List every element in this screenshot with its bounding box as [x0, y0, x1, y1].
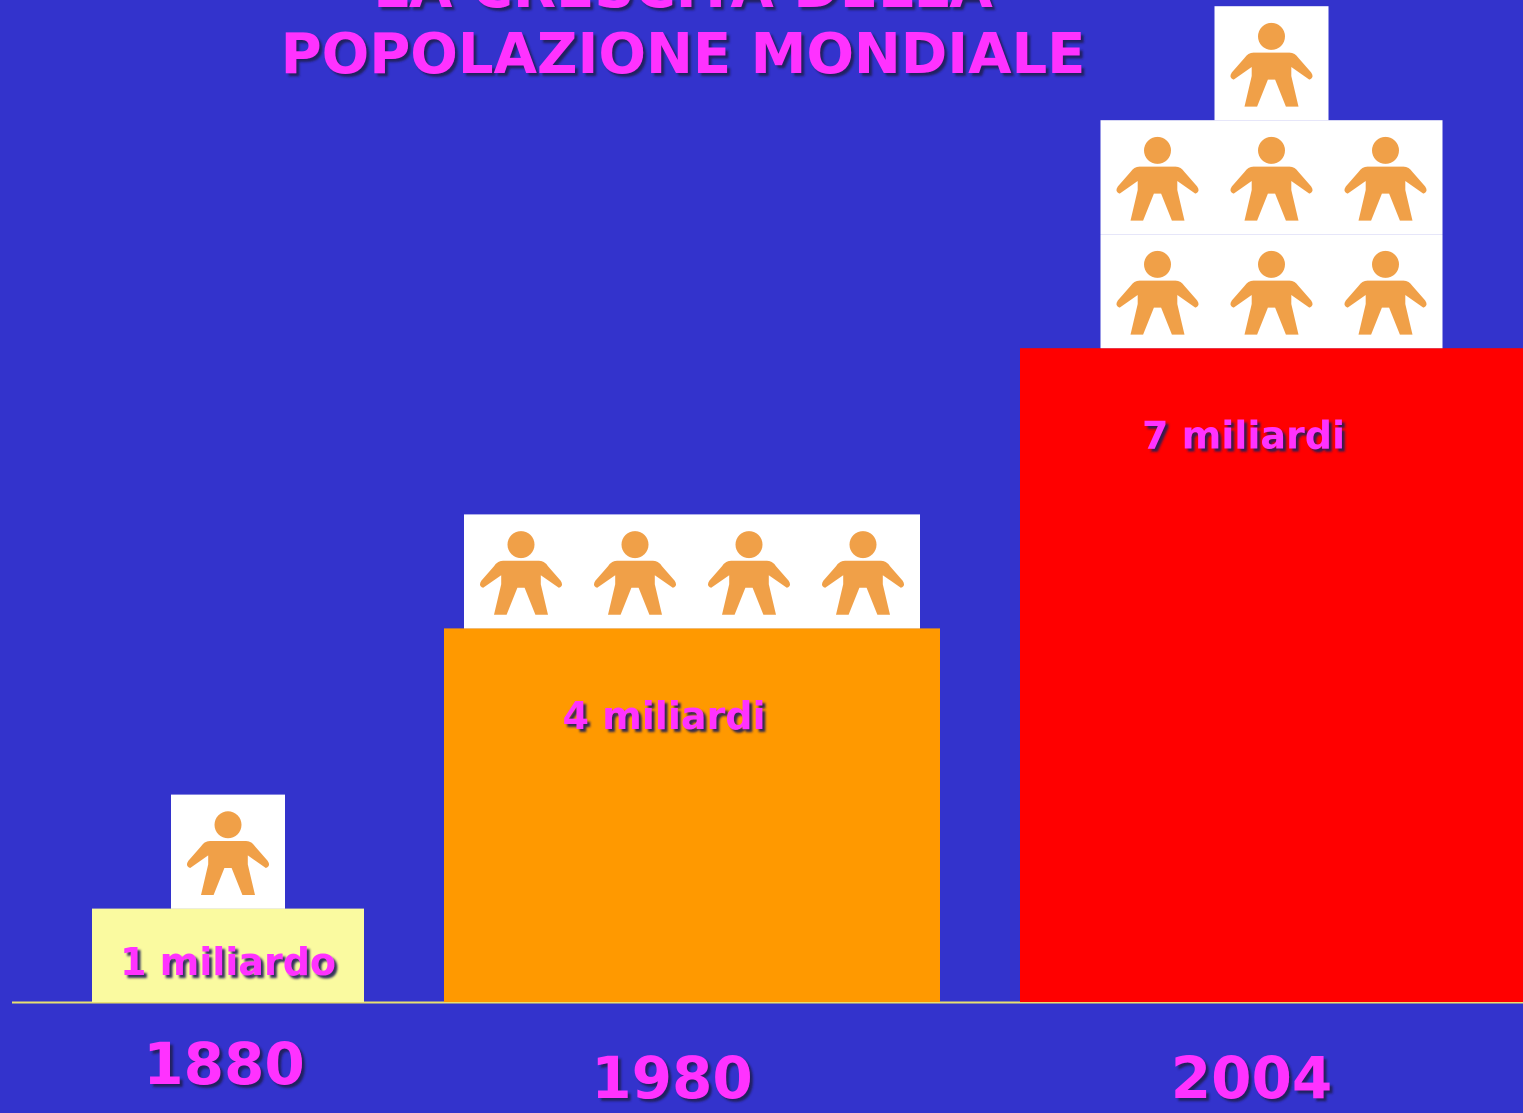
- title-line: LA CRESCITA DELLA: [373, 0, 993, 21]
- bar: [1020, 348, 1523, 1002]
- category-label: 1980: [591, 1044, 752, 1112]
- bar: [92, 908, 364, 1002]
- value-label: 1 miliardo: [120, 940, 336, 984]
- category-label: 1880: [143, 1030, 304, 1098]
- value-label: 7 miliardi: [1142, 414, 1345, 458]
- category-label: 2004: [1171, 1044, 1332, 1112]
- title-line: POPOLAZIONE MONDIALE: [281, 22, 1086, 87]
- bar: [444, 628, 940, 1002]
- value-label: 4 miliardi: [563, 694, 766, 738]
